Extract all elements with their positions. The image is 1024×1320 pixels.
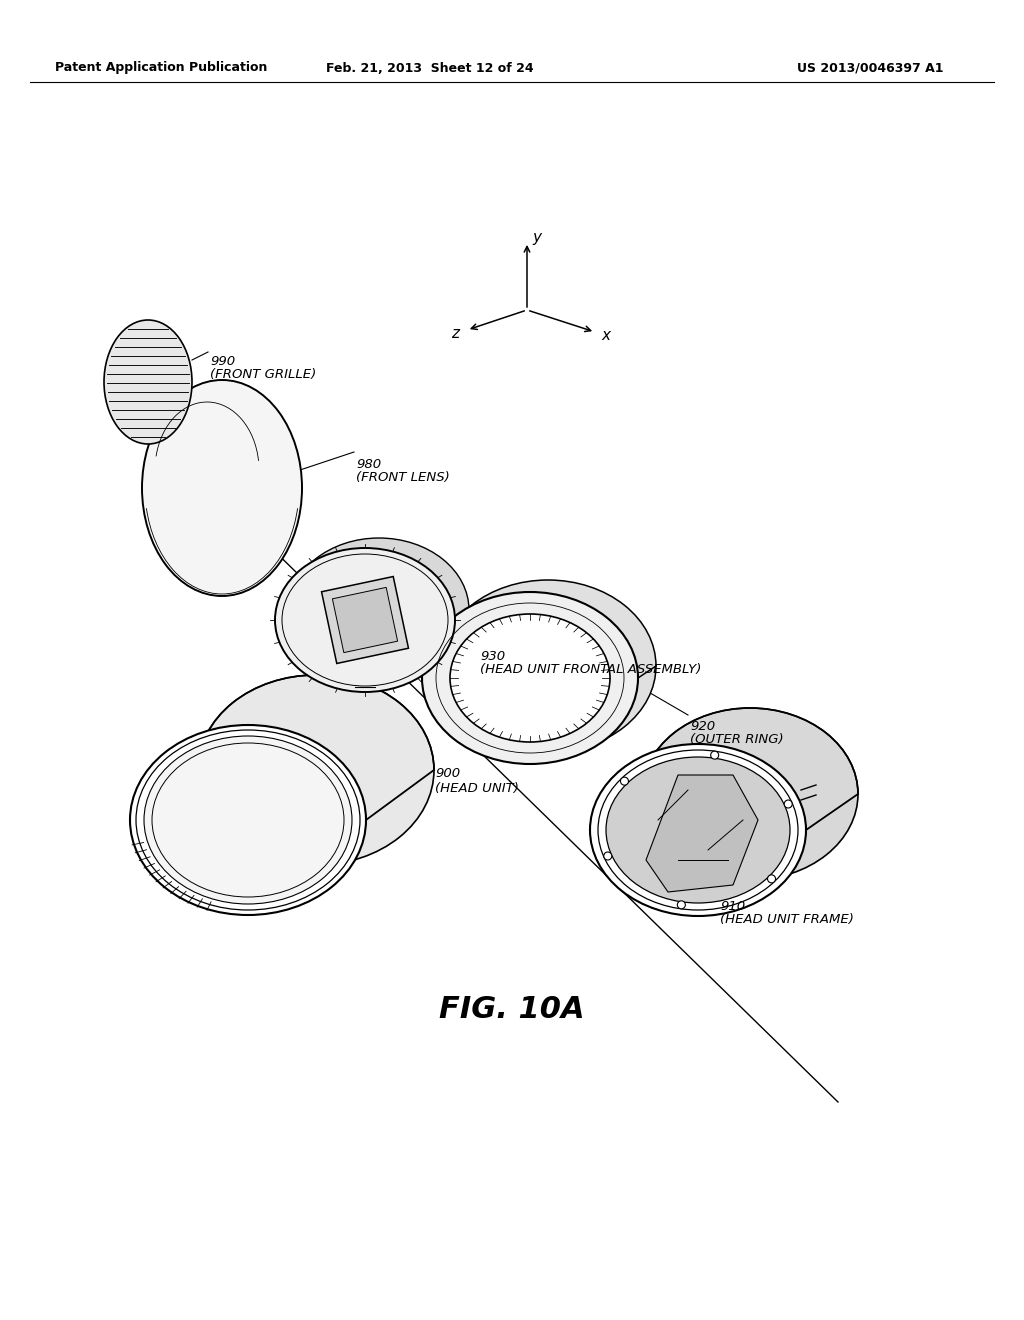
- Ellipse shape: [104, 319, 193, 444]
- Text: (HEAD UNIT FRONTAL ASSEMBLY): (HEAD UNIT FRONTAL ASSEMBLY): [480, 663, 701, 676]
- Text: 980: 980: [356, 458, 381, 471]
- Text: (FRONT GRILLE): (FRONT GRILLE): [210, 368, 316, 381]
- Text: y: y: [532, 230, 541, 246]
- Ellipse shape: [642, 708, 858, 880]
- Text: FIG. 10A: FIG. 10A: [439, 995, 585, 1024]
- Ellipse shape: [142, 380, 302, 597]
- Text: 910: 910: [720, 900, 745, 913]
- Text: (FRONT LENS): (FRONT LENS): [356, 471, 450, 484]
- Circle shape: [604, 851, 611, 861]
- Ellipse shape: [130, 725, 366, 915]
- Text: (OUTER RING): (OUTER RING): [690, 733, 783, 746]
- Ellipse shape: [468, 602, 628, 730]
- Ellipse shape: [450, 614, 610, 742]
- Circle shape: [768, 875, 775, 883]
- Ellipse shape: [606, 756, 790, 903]
- Ellipse shape: [144, 737, 352, 904]
- Circle shape: [677, 900, 685, 909]
- Text: Patent Application Publication: Patent Application Publication: [55, 62, 267, 74]
- Ellipse shape: [590, 744, 806, 916]
- Ellipse shape: [198, 675, 434, 865]
- Text: 920: 920: [690, 719, 715, 733]
- Ellipse shape: [289, 539, 469, 682]
- Text: z: z: [451, 326, 459, 342]
- Text: US 2013/0046397 A1: US 2013/0046397 A1: [797, 62, 943, 74]
- Text: x: x: [601, 327, 610, 342]
- Text: 990: 990: [210, 355, 236, 368]
- Text: 900: 900: [435, 767, 460, 780]
- Circle shape: [711, 751, 719, 759]
- Text: (HEAD UNIT): (HEAD UNIT): [435, 781, 519, 795]
- Text: 930: 930: [480, 649, 505, 663]
- Text: Feb. 21, 2013  Sheet 12 of 24: Feb. 21, 2013 Sheet 12 of 24: [327, 62, 534, 74]
- Ellipse shape: [422, 591, 638, 764]
- Polygon shape: [333, 587, 397, 652]
- Polygon shape: [322, 577, 409, 664]
- Polygon shape: [646, 775, 758, 892]
- Circle shape: [784, 800, 793, 808]
- Circle shape: [621, 777, 629, 785]
- Ellipse shape: [440, 579, 656, 752]
- Text: (HEAD UNIT FRAME): (HEAD UNIT FRAME): [720, 913, 854, 927]
- Ellipse shape: [275, 548, 455, 692]
